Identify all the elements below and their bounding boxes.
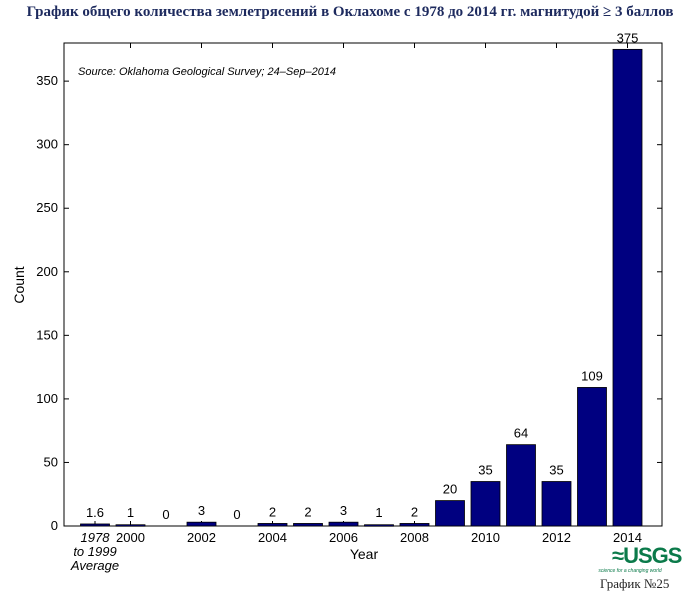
x-tick-label: 2010 <box>471 530 500 545</box>
x-tick-label-average: Average <box>70 558 119 573</box>
x-axis-title: Year <box>350 546 379 562</box>
plot-area <box>63 42 663 527</box>
x-tick-label: 2000 <box>116 530 145 545</box>
x-tick-label-average: to 1999 <box>73 544 116 559</box>
bar <box>293 523 323 527</box>
y-tick-label: 250 <box>36 200 58 215</box>
x-tick-label: 2008 <box>400 530 429 545</box>
y-tick-label: 350 <box>36 73 58 88</box>
bar <box>506 444 536 527</box>
source-note: Source: Oklahoma Geological Survey; 24–S… <box>78 66 336 78</box>
data-label: 0 <box>233 507 240 522</box>
y-tick-label: 200 <box>36 264 58 279</box>
bar <box>115 524 146 527</box>
y-tick-label: 100 <box>36 391 58 406</box>
bar <box>364 524 394 527</box>
bar <box>435 500 465 527</box>
figure-label: График №25 <box>600 576 670 591</box>
y-tick-label: 150 <box>36 327 58 342</box>
usgs-logo-icon: ≈USGS <box>612 543 682 568</box>
data-label: 0 <box>162 507 169 522</box>
x-tick-label: 2004 <box>258 530 287 545</box>
bar <box>541 481 572 527</box>
bar <box>577 387 607 527</box>
bar-series <box>80 48 643 527</box>
y-tick-label: 0 <box>51 518 58 533</box>
data-label: 3 <box>340 503 347 518</box>
data-label: 375 <box>617 30 639 45</box>
x-tick-label: 2014 <box>613 530 642 545</box>
y-axis-title: Count <box>11 266 27 303</box>
bar <box>80 523 110 527</box>
bar <box>328 521 359 527</box>
y-tick-label: 300 <box>36 137 58 152</box>
data-label: 2 <box>269 504 276 519</box>
bar <box>612 48 643 527</box>
data-label: 20 <box>443 482 457 497</box>
data-label: 2 <box>411 504 418 519</box>
data-label: 35 <box>549 463 563 478</box>
page-title: График общего количества землетрясений в… <box>26 4 674 20</box>
bar <box>186 521 217 527</box>
bar <box>470 481 501 527</box>
x-tick-label: 2002 <box>187 530 216 545</box>
data-label: 1.6 <box>86 505 104 520</box>
y-tick-label: 50 <box>44 454 58 469</box>
x-tick-label: 2006 <box>329 530 358 545</box>
data-label: 3 <box>198 503 205 518</box>
data-label: 109 <box>581 368 603 383</box>
data-label: 1 <box>375 505 382 520</box>
data-labels: 1.6 1 0 3 0 2 2 3 1 2 20 35 64 35 109 375 <box>86 30 638 522</box>
data-label: 1 <box>127 505 134 520</box>
x-tick-label: 2012 <box>542 530 571 545</box>
x-tick-label-average: 1978 <box>81 530 111 545</box>
bar <box>257 523 288 527</box>
data-label: 2 <box>304 504 311 519</box>
usgs-tagline: science for a changing world <box>598 568 662 574</box>
bar <box>399 523 430 527</box>
data-label: 64 <box>514 426 528 441</box>
data-label: 35 <box>478 463 492 478</box>
